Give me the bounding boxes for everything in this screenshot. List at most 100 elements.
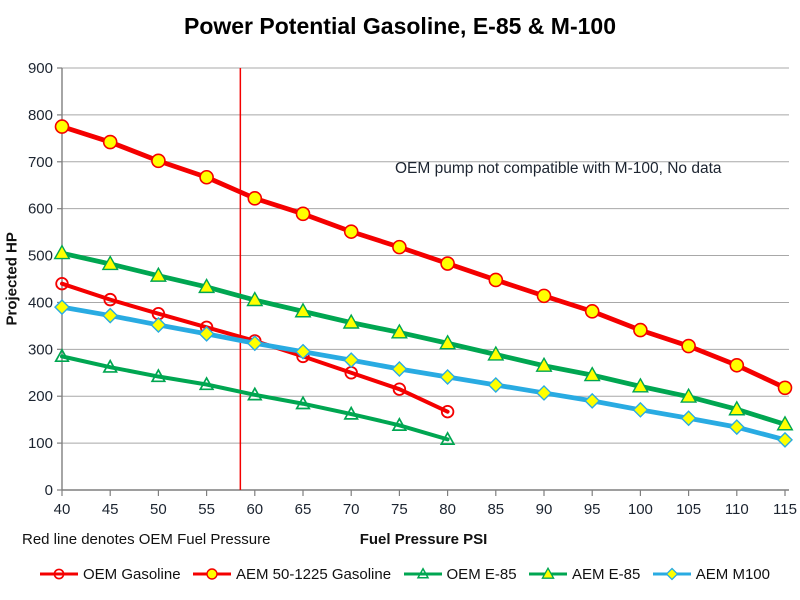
series-line-4 [59,304,788,443]
x-tick-label: 95 [584,501,601,518]
y-tick-label: 400 [28,294,53,311]
series-2-marker [343,405,359,420]
series-1-marker [199,169,214,185]
y-tick-label: 300 [28,341,53,358]
legend-item-2: OEM E-85 [403,565,517,583]
x-tick-label: 60 [246,501,263,518]
series-3-marker [53,244,71,260]
series-2-marker [54,348,70,363]
series-4-marker [391,361,408,378]
legend-marker-icon [403,567,442,579]
x-tick-label: 65 [295,501,312,518]
y-tick-label: 200 [28,388,53,405]
series-0-marker [392,382,407,396]
series-4-marker [54,299,70,316]
x-tick-label: 45 [102,501,119,518]
annotation-text: OEM pump not compatible with M-100, No d… [395,160,722,177]
series-1-marker [729,357,745,373]
series-3-marker [246,291,264,307]
legend-marker-icon [528,566,567,579]
x-tick-label: 90 [536,501,553,518]
series-4-marker [584,392,601,409]
series-3-marker [535,356,553,372]
y-tick-label: 700 [28,154,53,171]
legend-label: OEM Gasoline [83,565,181,583]
y-tick-label: 600 [28,201,53,218]
series-4-marker [680,410,697,427]
series-2-marker [102,358,118,373]
series-1-marker [440,256,455,271]
legend-marker-icon [40,568,78,580]
series-0-marker [103,292,117,307]
legend-label: OEM E-85 [446,565,517,583]
series-1-marker [247,191,263,206]
series-4-marker [198,325,215,342]
series-4-marker [632,401,649,418]
series-3-marker [198,278,216,294]
series-3-marker [101,255,119,271]
series-4-marker [150,316,167,333]
series-2-marker [295,395,311,410]
series-0-marker [55,276,69,291]
series-4-marker [102,307,119,324]
series-1-marker [54,119,70,134]
series-1-marker [151,153,166,169]
x-tick-label: 85 [487,501,504,518]
legend-item-3: AEM E-85 [528,565,641,583]
series-3-marker [728,400,746,416]
series-4-marker [246,335,263,352]
y-tick-label: 800 [28,107,53,124]
y-tick-label: 100 [28,435,53,452]
x-tick-label: 100 [628,501,653,518]
series-3-marker [631,377,649,393]
x-tick-label: 50 [150,501,167,518]
series-4-marker [536,384,552,401]
series-3-marker [680,387,698,403]
y-tick-label: 0 [45,482,53,499]
legend-label: AEM M100 [695,565,770,583]
series-3-marker [342,313,360,329]
footnote-text: Red line denotes OEM Fuel Pressure [22,531,271,548]
y-tick-label: 900 [28,60,53,77]
chart-title: Power Potential Gasoline, E-85 & M-100 [183,13,616,39]
series-1-marker [488,272,504,288]
legend-item-1: AEM 50-1225 Gasoline [192,565,391,583]
y-tick-label: 500 [28,248,53,265]
x-tick-label: 75 [391,501,408,518]
x-tick-label: 70 [343,501,360,518]
legend-marker-icon [652,567,691,581]
series-2-marker [439,431,456,446]
series-4-marker [295,343,311,360]
series-3-marker [294,302,312,318]
series-3-marker [487,345,505,361]
series-2-marker [198,376,215,391]
legend-item-0: OEM Gasoline [40,565,181,583]
series-3-marker [439,334,457,350]
legend-item-4: AEM M100 [652,565,770,583]
x-tick-label: 55 [198,501,215,518]
series-line-2 [60,354,450,442]
x-tick-label: 80 [439,501,456,518]
x-tick-label: 40 [54,501,71,518]
series-3-marker [583,366,601,382]
series-2-marker [247,386,263,401]
series-4-marker [343,352,360,369]
series-1-marker [102,134,118,150]
series-1-marker [343,224,359,239]
series-1-marker [584,304,600,319]
series-2-marker [391,417,408,431]
series-1-marker [392,239,407,255]
series-2-marker [150,368,167,383]
series-1-marker [633,322,648,338]
series-1-marker [681,338,696,354]
legend-label: AEM E-85 [571,565,641,583]
x-tick-label: 110 [725,501,749,518]
series-1-marker [295,206,311,222]
series-1-marker [777,380,793,396]
series-4-marker [487,376,504,393]
series-3-marker [776,415,794,431]
series-0-marker [440,404,455,419]
series-4-marker [728,419,745,436]
